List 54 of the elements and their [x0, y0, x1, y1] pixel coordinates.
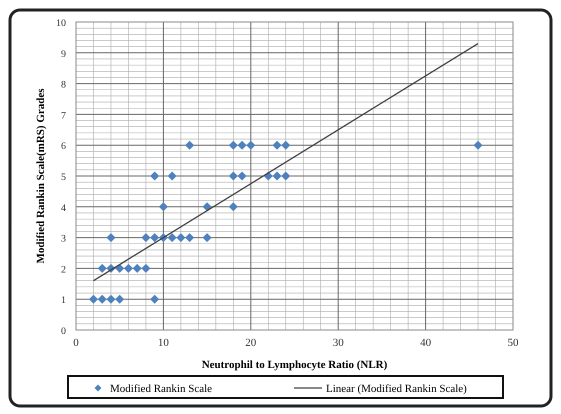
point — [98, 294, 107, 304]
y-tick-label: 3 — [61, 234, 66, 245]
y-tick-label: 6 — [61, 141, 66, 152]
point — [272, 140, 282, 150]
point — [106, 294, 116, 304]
point — [158, 202, 168, 212]
point — [202, 233, 212, 242]
point — [132, 264, 142, 273]
y-tick-label: 7 — [61, 110, 66, 122]
x-tick-label: 20 — [245, 337, 257, 349]
y-tick-label: 4 — [61, 202, 66, 214]
point — [115, 294, 124, 304]
point — [176, 233, 186, 242]
point — [228, 202, 238, 212]
y-tick-label: 5 — [61, 172, 66, 183]
x-tick-label: 0 — [73, 337, 80, 349]
point — [150, 294, 160, 304]
point — [88, 294, 98, 304]
point — [246, 140, 256, 150]
point — [124, 264, 133, 273]
point — [228, 140, 238, 150]
point — [281, 140, 290, 150]
legend-label: Linear (Modified Rankin Scale) — [326, 383, 468, 395]
x-axis-title: Neutrophil to Lymphocyte Ratio (NLR) — [202, 359, 388, 371]
point — [474, 140, 483, 150]
point — [168, 233, 177, 242]
y-tick-label: 9 — [61, 48, 66, 60]
point — [150, 233, 160, 242]
point — [272, 172, 282, 180]
y-tick-label: 10 — [56, 18, 66, 29]
legend-label: Modified Rankin Scale — [110, 383, 212, 395]
point — [238, 172, 247, 180]
y-tick-label: 1 — [61, 295, 66, 306]
point — [106, 233, 116, 242]
point — [98, 264, 107, 273]
point — [281, 172, 290, 180]
point — [115, 264, 124, 273]
point — [141, 264, 150, 273]
y-tick-label: 0 — [61, 326, 66, 337]
point — [168, 172, 177, 180]
y-tick-label: 2 — [61, 264, 66, 276]
x-tick-label: 10 — [158, 337, 170, 349]
point — [141, 233, 150, 242]
point — [150, 172, 160, 180]
x-tick-label: 30 — [332, 337, 344, 349]
y-tick-label: 8 — [61, 80, 66, 91]
y-axis-title: Modified Rankin Scale(mRS) Grades — [35, 88, 47, 264]
point — [185, 140, 194, 150]
x-tick-label: 40 — [420, 337, 432, 349]
point — [228, 172, 238, 180]
point — [238, 140, 247, 150]
x-tick-label: 50 — [508, 337, 519, 349]
point — [185, 233, 194, 242]
point — [202, 202, 212, 212]
